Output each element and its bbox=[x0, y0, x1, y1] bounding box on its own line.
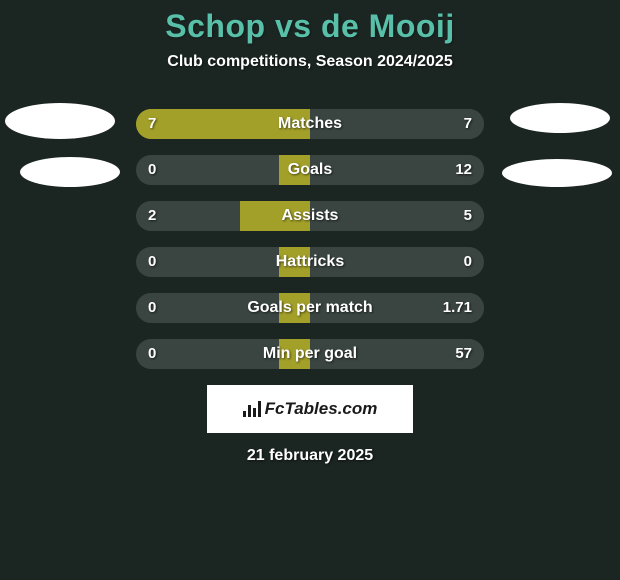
comparison-card: Schop vs de Mooij Club competitions, Sea… bbox=[0, 0, 620, 580]
stat-value-right: 1.71 bbox=[443, 293, 472, 323]
brand-label: FcTables.com bbox=[265, 399, 378, 419]
stat-row: 25Assists bbox=[136, 201, 484, 231]
stat-row: 00Hattricks bbox=[136, 247, 484, 277]
stat-value-left: 0 bbox=[148, 155, 156, 185]
stat-row: 01.71Goals per match bbox=[136, 293, 484, 323]
brand-text: FcTables.com bbox=[243, 399, 378, 419]
stat-row: 012Goals bbox=[136, 155, 484, 185]
stat-value-right: 12 bbox=[455, 155, 472, 185]
stat-value-left: 0 bbox=[148, 293, 156, 323]
stat-row: 057Min per goal bbox=[136, 339, 484, 369]
team-left-avatar bbox=[20, 157, 120, 187]
stat-value-left: 7 bbox=[148, 109, 156, 139]
stat-value-right: 5 bbox=[464, 201, 472, 231]
page-title: Schop vs de Mooij bbox=[0, 8, 620, 45]
stat-value-right: 0 bbox=[464, 247, 472, 277]
stat-value-left: 2 bbox=[148, 201, 156, 231]
stat-value-right: 57 bbox=[455, 339, 472, 369]
subtitle: Club competitions, Season 2024/2025 bbox=[0, 53, 620, 71]
team-right-avatar bbox=[502, 159, 612, 187]
stat-value-right: 7 bbox=[464, 109, 472, 139]
player-right-avatar bbox=[510, 103, 610, 133]
stat-value-left: 0 bbox=[148, 339, 156, 369]
stat-value-left: 0 bbox=[148, 247, 156, 277]
date-text: 21 february 2025 bbox=[0, 447, 620, 465]
player-left-avatar bbox=[5, 103, 115, 139]
bars-icon bbox=[243, 401, 261, 417]
brand-badge: FcTables.com bbox=[207, 385, 413, 433]
stats-list: 77Matches012Goals25Assists00Hattricks01.… bbox=[136, 109, 484, 369]
stat-row: 77Matches bbox=[136, 109, 484, 139]
